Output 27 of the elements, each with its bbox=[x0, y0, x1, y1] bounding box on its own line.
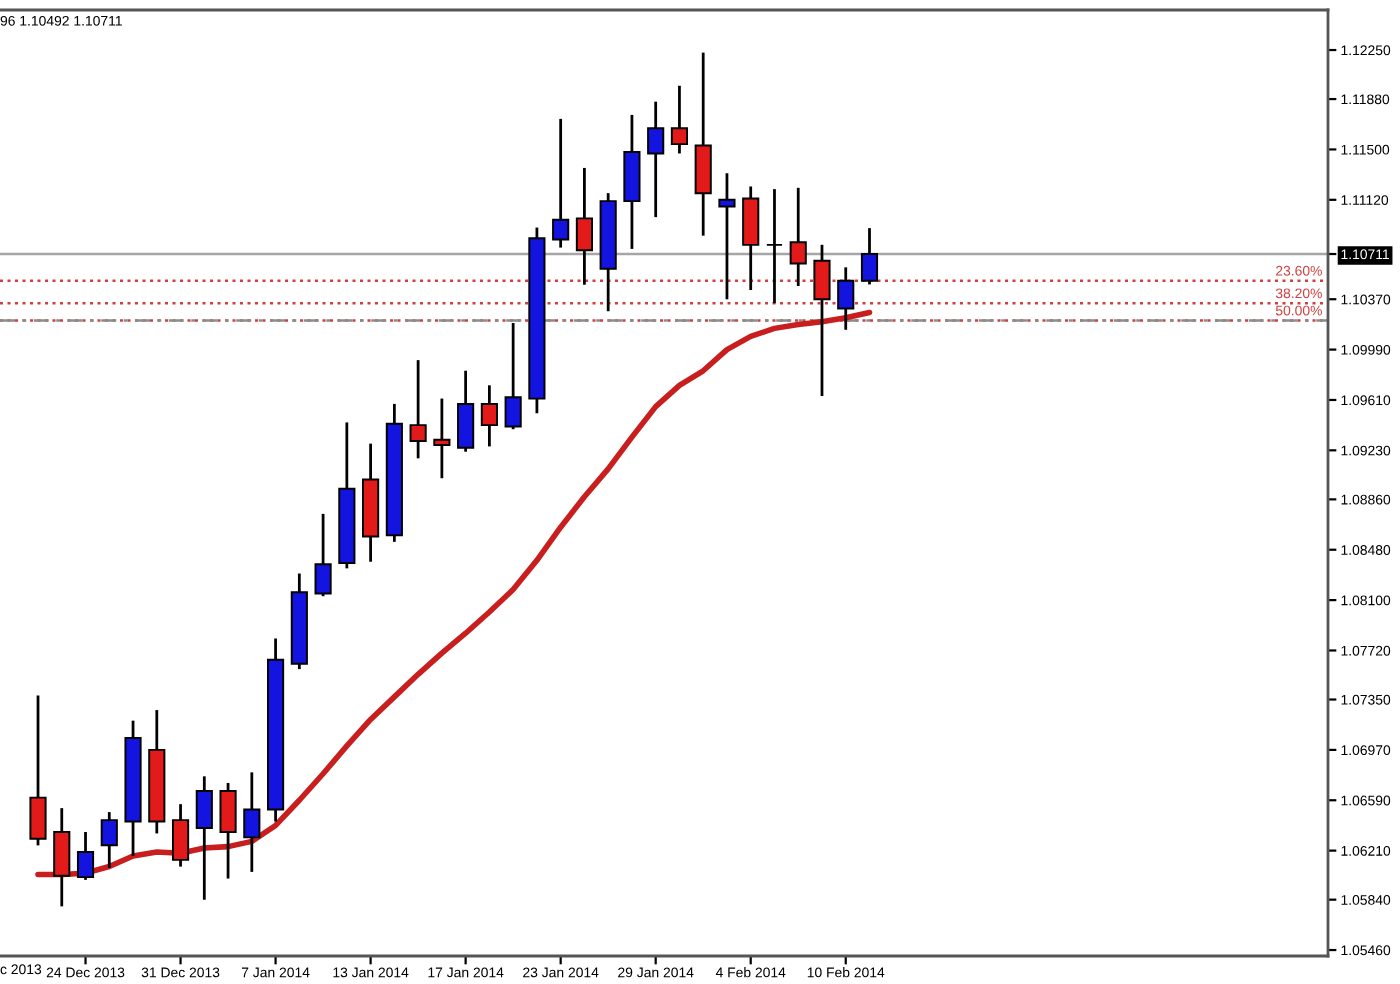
candlestick bbox=[552, 118, 570, 248]
candlestick bbox=[694, 52, 712, 236]
candlestick bbox=[409, 360, 427, 459]
candlestick bbox=[789, 187, 807, 287]
candlestick bbox=[742, 186, 760, 291]
candlestick bbox=[219, 782, 237, 879]
candlestick bbox=[76, 832, 95, 880]
candlestick bbox=[575, 167, 593, 285]
candlestick bbox=[195, 776, 213, 900]
candlestick bbox=[837, 267, 855, 330]
candlestick bbox=[53, 808, 71, 907]
candlestick bbox=[670, 85, 689, 154]
candlestick bbox=[171, 804, 190, 867]
candlestick bbox=[504, 323, 522, 430]
candlestick bbox=[813, 244, 831, 397]
candlestick bbox=[647, 101, 665, 218]
candlestick bbox=[765, 189, 784, 304]
candlestick bbox=[718, 173, 736, 300]
candlestick bbox=[314, 513, 332, 597]
candlestick bbox=[100, 812, 118, 868]
candlestick bbox=[243, 772, 261, 872]
candlestick bbox=[29, 695, 47, 846]
line-series bbox=[35, 309, 873, 878]
candlestick bbox=[433, 398, 451, 479]
candlestick bbox=[480, 385, 498, 447]
candlestick bbox=[860, 228, 879, 285]
candlestick bbox=[457, 370, 475, 452]
